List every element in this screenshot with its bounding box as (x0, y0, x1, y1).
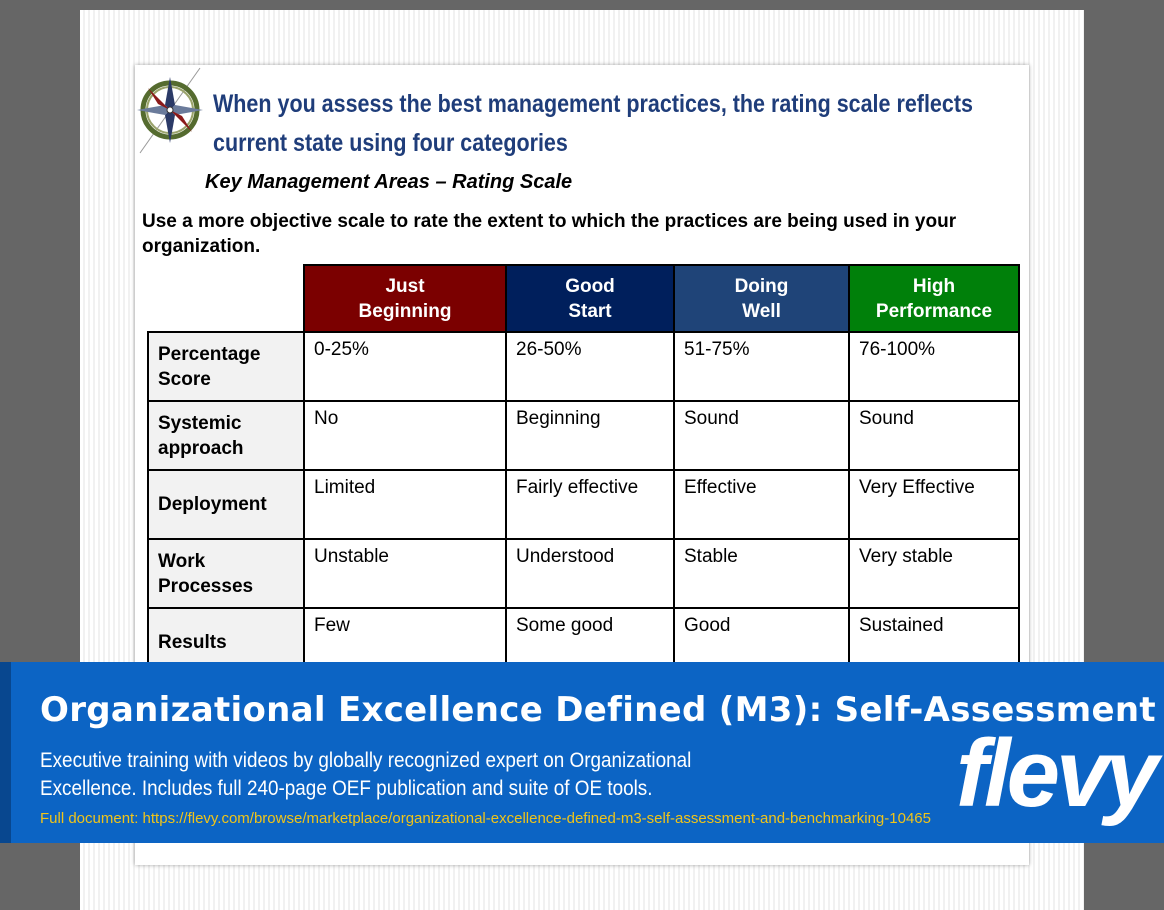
table-cell: Fairly effective (505, 469, 675, 540)
table-cell: Sound (673, 400, 850, 471)
table-cell: Very stable (848, 538, 1020, 609)
table-cell: 76-100% (848, 331, 1020, 402)
compass-icon (137, 67, 203, 154)
flevy-logo: flevy (956, 720, 1159, 827)
table-row: Work Processes Unstable Understood Stable Ve… (147, 538, 1020, 609)
table-cell: Beginning (505, 400, 675, 471)
table-row: Deployment Limited Fairly effective Effecti… (147, 469, 1020, 540)
column-header: High Performance (848, 264, 1020, 333)
table-cell: No (303, 400, 507, 471)
empty-corner (148, 265, 304, 332)
row-header: Work Processes (147, 538, 305, 609)
table-cell: Unstable (303, 538, 507, 609)
table-cell: 51-75% (673, 331, 850, 402)
slide-title: When you assess the best management prac… (213, 90, 973, 157)
table-row: Systemic approach No Beginning Sound Sound (147, 400, 1020, 471)
banner-title: Organizational Excellence Defined (M3): … (40, 690, 1164, 730)
row-header: Deployment (147, 469, 305, 540)
table-cell: Very Effective (848, 469, 1020, 540)
row-header: Percentage Score (147, 331, 305, 402)
intro-text: Use a more objective scale to rate the e… (142, 211, 957, 257)
row-header: Systemic approach (147, 400, 305, 471)
header-row: Just Beginning Good Start Doing Well High P… (148, 264, 1020, 333)
screenshot: When you assess the best management prac… (0, 10, 1164, 910)
table-cell: Limited (303, 469, 507, 540)
table-cell: Sound (848, 400, 1020, 471)
table-cell: Understood (505, 538, 675, 609)
slide-subtitle: Key Management Areas – Rating Scale (205, 171, 573, 193)
table-cell: Effective (673, 469, 850, 540)
column-header: Just Beginning (303, 264, 507, 333)
table-cell: 0-25% (303, 331, 507, 402)
table-cell: Stable (673, 538, 850, 609)
document-link[interactable]: Full document: https://flevy.com/browse/… (40, 810, 931, 827)
table-row: Percentage Score 0-25% 26-50% 51-75% 76-100% (147, 331, 1020, 402)
column-header: Good Start (505, 264, 675, 333)
column-header: Doing Well (673, 264, 850, 333)
promo-banner: Organizational Excellence Defined (M3): … (0, 662, 1164, 843)
table-cell: 26-50% (505, 331, 675, 402)
banner-description: Executive training with videos by global… (40, 749, 692, 800)
